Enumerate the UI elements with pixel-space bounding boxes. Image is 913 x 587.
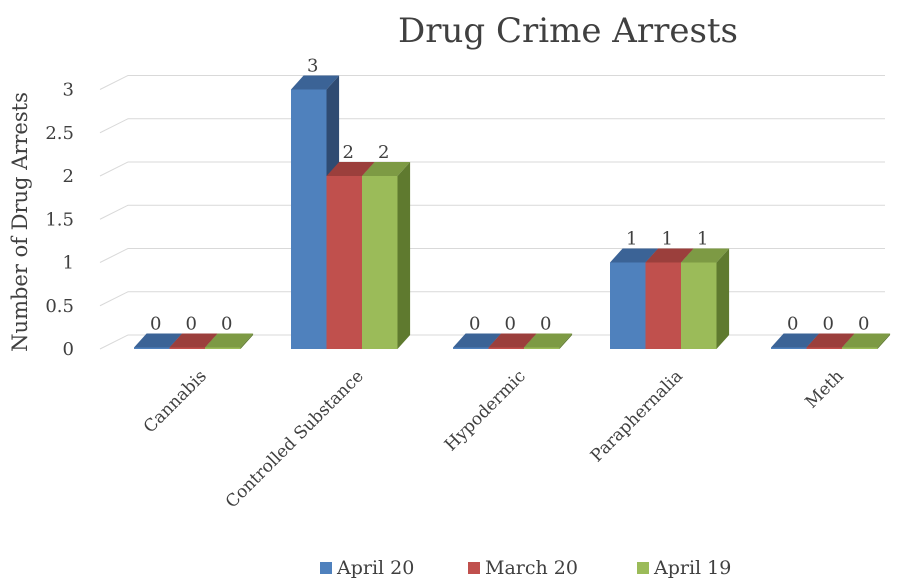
bar-top <box>524 333 573 348</box>
x-category-label: Hypodermic <box>441 366 530 455</box>
legend-label: April 20 <box>336 557 414 579</box>
bar-top <box>326 162 375 176</box>
data-label: 0 <box>787 314 798 335</box>
bar-top <box>610 248 659 263</box>
gridlines <box>99 75 885 350</box>
bar-side <box>877 333 891 349</box>
y-axis-ticks: 0 0.5 1 1.5 2 2.5 3 <box>45 80 74 361</box>
legend-swatch <box>637 562 649 574</box>
legend-label: April 19 <box>653 557 731 579</box>
gridline <box>99 248 885 263</box>
bar-top <box>205 333 254 348</box>
bar-side <box>240 333 254 349</box>
gridline <box>99 161 885 177</box>
bar-side <box>716 248 730 349</box>
gridline <box>99 204 885 220</box>
bar <box>681 248 730 349</box>
bar-front <box>771 347 807 349</box>
data-label: 2 <box>378 142 389 163</box>
y-tick-label: 3 <box>63 80 74 101</box>
bar-front <box>681 262 717 349</box>
legend-label: March 20 <box>485 557 578 579</box>
bar <box>205 333 254 349</box>
y-tick-label: 1 <box>63 253 74 274</box>
bar-front <box>362 176 398 349</box>
y-tick-label: 2 <box>63 166 74 187</box>
bar-side <box>559 333 573 349</box>
legend-item: April 20 <box>320 557 414 579</box>
gridline <box>99 118 885 134</box>
bar <box>362 162 411 349</box>
x-category-label: Cannabis <box>140 366 211 437</box>
bar-front <box>610 262 646 349</box>
y-tick-label: 1.5 <box>45 209 74 230</box>
bar <box>842 333 891 349</box>
y-axis-label: Number of Drug Arrests <box>8 92 32 352</box>
bar-front <box>291 89 327 349</box>
legend-item: March 20 <box>468 557 578 579</box>
x-category-label: Meth <box>802 366 848 412</box>
bar-front <box>453 347 489 349</box>
bar-front <box>326 176 362 349</box>
bar-top <box>362 162 411 176</box>
bar-front <box>842 347 878 349</box>
legend: April 20 March 20 April 19 <box>320 557 731 579</box>
data-labels: 0 0 0 3 2 2 0 0 0 1 1 1 0 0 0 <box>150 56 869 335</box>
data-label: 1 <box>697 229 708 250</box>
data-label: 0 <box>858 314 869 335</box>
bar-side <box>397 162 411 349</box>
x-category-label: Controlled Substance <box>222 366 368 512</box>
bar-top <box>134 333 183 348</box>
y-tick-label: 0 <box>63 339 74 360</box>
legend-swatch <box>468 562 480 574</box>
bar-front <box>645 262 681 349</box>
bar-front <box>205 347 241 349</box>
chart-title: Drug Crime Arrests <box>398 11 738 51</box>
data-label: 1 <box>626 229 637 250</box>
data-label: 3 <box>307 56 318 77</box>
data-label: 1 <box>662 229 673 250</box>
bar-top <box>681 248 730 263</box>
data-label: 0 <box>505 314 516 335</box>
bar-front <box>806 347 842 349</box>
bar-top <box>645 248 694 263</box>
bar-top <box>842 333 891 348</box>
gridline <box>99 75 885 90</box>
bar-front <box>488 347 524 349</box>
bar-top <box>488 333 537 348</box>
x-category-label: Paraphernalia <box>587 366 687 466</box>
data-label: 2 <box>343 142 354 163</box>
data-label: 0 <box>186 314 197 335</box>
bar-top <box>806 333 855 348</box>
bar-top <box>771 333 820 348</box>
bars <box>134 75 891 349</box>
data-label: 0 <box>540 314 551 335</box>
data-label: 0 <box>150 314 161 335</box>
bar-top <box>453 333 502 348</box>
y-tick-label: 2.5 <box>45 123 74 144</box>
data-label: 0 <box>823 314 834 335</box>
y-tick-label: 0.5 <box>45 296 74 317</box>
gridline <box>99 291 885 307</box>
data-label: 0 <box>221 314 232 335</box>
bar-front <box>524 347 560 349</box>
bar <box>524 333 573 349</box>
bar-top <box>169 333 218 348</box>
bar-front <box>134 347 170 349</box>
x-axis-categories: Cannabis Controlled Substance Hypodermic Pa… <box>140 366 848 512</box>
legend-swatch <box>320 562 332 574</box>
data-label: 0 <box>469 314 480 335</box>
bar-front <box>169 347 205 349</box>
legend-item: April 19 <box>637 557 731 579</box>
bar-top <box>291 75 340 90</box>
